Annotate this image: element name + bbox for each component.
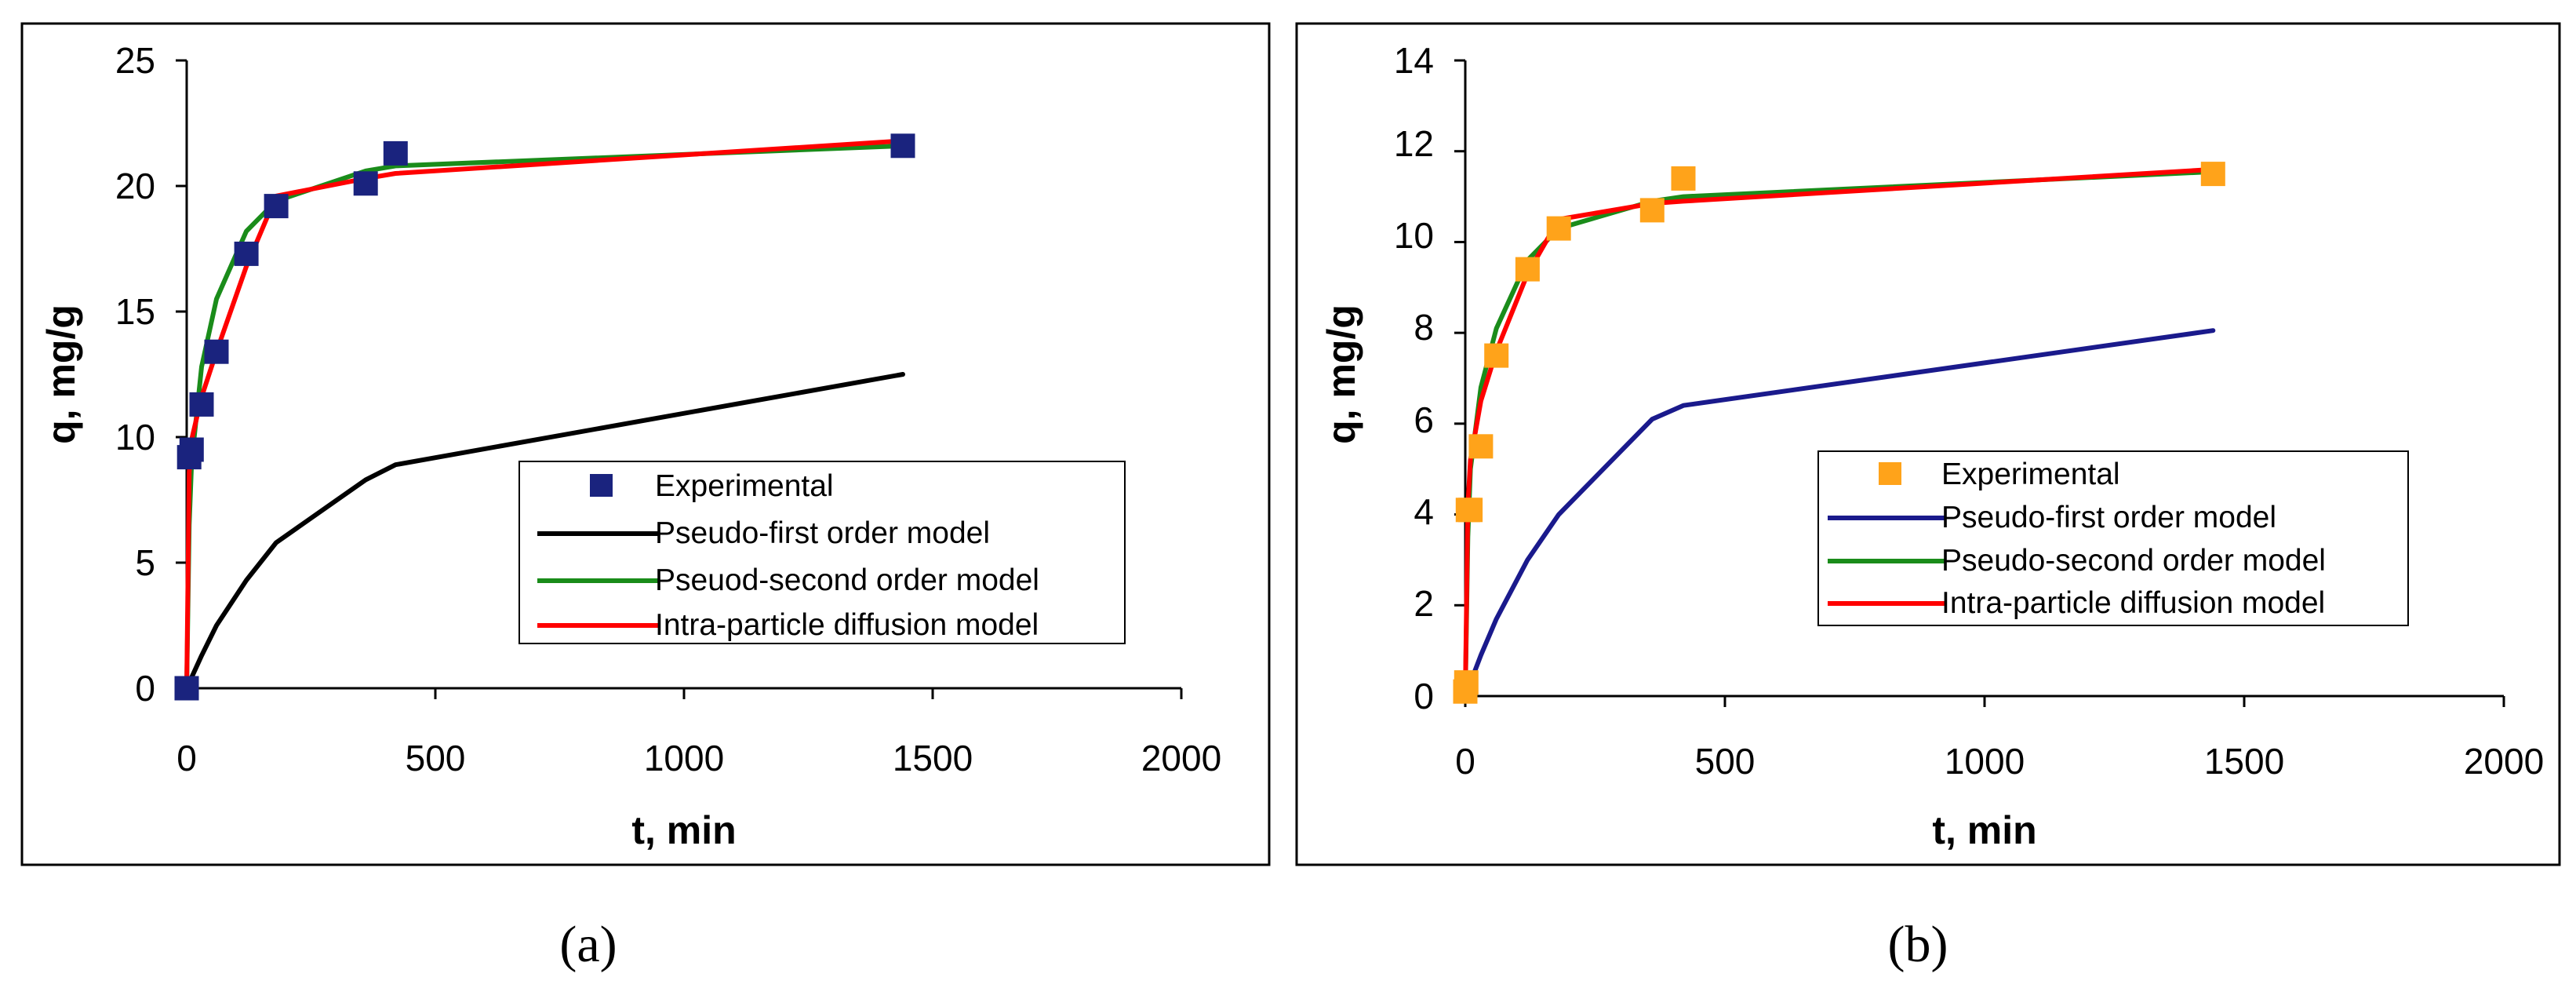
panel-a-legend: Experimental Pseudo-first order model Ps… <box>518 461 1126 644</box>
experimental-point <box>204 339 229 364</box>
experimental-point <box>890 133 915 159</box>
legend-experimental-square-icon <box>1879 462 1901 485</box>
experimental-point <box>234 241 259 266</box>
legend-item-intra-particle: Intra-particle diffusion model <box>1828 586 2325 620</box>
panel-b: 0 2 4 6 8 10 12 14 0 500 1000 1500 2000 … <box>1295 22 2561 866</box>
panel-a-x-tick-label: 500 <box>406 738 466 778</box>
legend-experimental-square-icon <box>590 474 613 497</box>
panel-b-x-tick-label: 1500 <box>2204 741 2284 782</box>
legend-label: Pseuod-second order model <box>655 563 1039 597</box>
panel-b-caption: (b) <box>1888 916 1948 973</box>
panel-a-x-axis-title: t, min <box>631 808 736 852</box>
panel-b-y-tick-label: 2 <box>1414 583 1434 624</box>
legend-item-experimental: Experimental <box>590 469 834 503</box>
panel-b-y-tick-label: 12 <box>1394 123 1434 164</box>
panel-b-y-tick-label: 6 <box>1414 399 1434 440</box>
panel-b-x-axis-title: t, min <box>1932 808 2036 852</box>
panel-a-y-tick-label: 5 <box>135 542 155 583</box>
legend-item-intra-particle: Intra-particle diffusion model <box>537 608 1039 642</box>
experimental-point <box>179 437 204 462</box>
panel-a-y-tick-label: 20 <box>115 166 155 206</box>
legend-item-experimental: Experimental <box>1879 458 2120 491</box>
experimental-point <box>1484 343 1509 368</box>
panel-b-plot-area <box>1453 59 2505 707</box>
panel-a-x-tick-label: 0 <box>176 738 197 778</box>
legend-label: Pseudo-first order model <box>655 516 990 550</box>
experimental-point <box>174 676 199 701</box>
panel-a-x-tick-label: 2000 <box>1141 738 1221 778</box>
panel-b-y-axis-title: q, mg/g <box>1319 304 1363 444</box>
experimental-point <box>1458 498 1483 523</box>
experimental-point <box>189 392 214 417</box>
panel-a-legend-box <box>518 461 1126 644</box>
panel-b-y-tick-label: 0 <box>1414 676 1434 716</box>
legend-label: Pseudo-second order model <box>1941 544 2326 578</box>
panel-b-y-tick-label: 10 <box>1394 215 1434 256</box>
panel-b-frame <box>1295 22 2561 866</box>
experimental-point <box>1454 670 1479 695</box>
experimental-point <box>1515 257 1540 282</box>
panel-b-y-tick-label: 4 <box>1414 491 1434 532</box>
panel-a-plot-area <box>174 59 1183 701</box>
series-line-first-order <box>184 372 905 691</box>
experimental-point <box>2200 162 2225 187</box>
experimental-point <box>1639 198 1665 223</box>
legend-label: Experimental <box>655 469 834 503</box>
legend-item-second-order: Pseuod-second order model <box>537 563 1039 597</box>
panel-a-y-tick-label: 0 <box>135 668 155 709</box>
panel-b-legend-box <box>1817 450 2409 626</box>
series-line-intra-particle <box>1463 166 2216 698</box>
panel-a-y-axis-title: q, mg/g <box>39 304 83 444</box>
experimental-point <box>264 194 289 219</box>
panel-b-y-tick-label: 14 <box>1394 40 1434 81</box>
panel-a-x-tick-label: 1000 <box>644 738 724 778</box>
panel-b-y-tick-label: 8 <box>1414 307 1434 348</box>
legend-label: Experimental <box>1941 458 2120 491</box>
legend-label: Intra-particle diffusion model <box>1941 586 2325 620</box>
panel-a-frame <box>20 22 1271 866</box>
legend-label: Intra-particle diffusion model <box>655 608 1039 642</box>
panel-a-y-tick-label: 10 <box>115 417 155 458</box>
panel-a-y-tick-label: 15 <box>115 291 155 332</box>
legend-item-first-order: Pseudo-first order model <box>1828 501 2276 534</box>
panel-a-y-tick-label: 25 <box>115 40 155 81</box>
panel-b-x-tick-label: 0 <box>1455 741 1475 782</box>
panel-b-x-tick-label: 2000 <box>2464 741 2544 782</box>
legend-label: Pseudo-first order model <box>1941 501 2276 534</box>
experimental-point <box>383 140 408 166</box>
experimental-point <box>1468 434 1494 459</box>
legend-item-second-order: Pseudo-second order model <box>1828 544 2326 578</box>
experimental-point <box>353 171 378 196</box>
panel-a: 0 5 10 15 20 25 0 500 1000 1500 2000 t, … <box>20 22 1271 866</box>
experimental-point <box>1671 166 1696 191</box>
panel-a-x-tick-label: 1500 <box>893 738 973 778</box>
experimental-point <box>1546 216 1571 241</box>
series-line-first-order <box>1463 328 2216 698</box>
panel-b-x-tick-label: 1000 <box>1945 741 2025 782</box>
panel-b-x-tick-label: 500 <box>1695 741 1756 782</box>
legend-item-first-order: Pseudo-first order model <box>537 516 990 550</box>
panel-a-caption: (a) <box>559 916 617 973</box>
panel-b-legend: Experimental Pseudo-first order model Ps… <box>1817 450 2409 626</box>
